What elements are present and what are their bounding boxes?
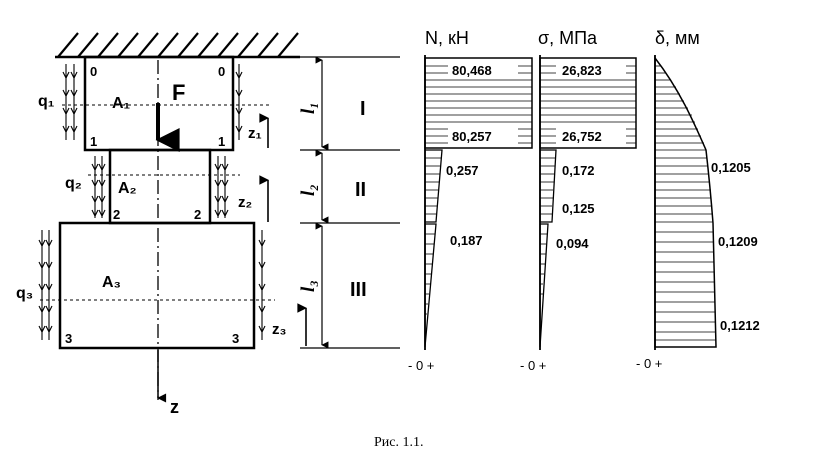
sigma-value-2: 26,752 [562, 129, 602, 144]
segment-3 [58, 221, 256, 350]
fixed-support [55, 32, 300, 59]
z-label-2: z₂ [238, 194, 252, 211]
force-label: F [172, 80, 185, 105]
sigma-value-3: 0,172 [562, 163, 595, 178]
sigma-value-bg-2 [556, 128, 626, 144]
figure-caption: Рис. 1.1. [374, 435, 424, 450]
z-arrows [259, 113, 307, 346]
n-value-bg-2 [448, 128, 518, 144]
length-label-1: l₁ [298, 102, 319, 114]
z-label-1: z₁ [248, 125, 262, 142]
delta-diagram [654, 55, 717, 350]
n-sign-label: - 0 + [408, 358, 434, 373]
load-label-3: q₃ [16, 285, 33, 302]
header-n: N, кН [425, 28, 469, 48]
sigma-value-1: 26,823 [562, 63, 602, 78]
load-label-1: q₁ [38, 93, 55, 110]
n-value-bg-1 [448, 62, 518, 78]
n-value-4: 0,187 [450, 233, 483, 248]
point-label-0-left: 0 [90, 64, 97, 79]
load-arrows-2 [91, 156, 229, 218]
delta-value-3: 0,1212 [720, 318, 760, 333]
n-value-3: 0,257 [446, 163, 479, 178]
sigma-value-4: 0,125 [562, 201, 595, 216]
load-arrows-3 [38, 230, 266, 340]
delta-value-1: 0,1205 [711, 160, 751, 175]
point-label-1-left: 1 [90, 134, 97, 149]
point-label-0-right: 0 [218, 64, 225, 79]
section-label-2: II [355, 179, 366, 201]
sigma-value-5: 0,094 [556, 236, 589, 251]
point-label-3-left: 3 [65, 331, 72, 346]
point-label-2-left: 2 [113, 207, 120, 222]
area-label-1: A₁ [112, 95, 131, 112]
delta-value-2: 0,1209 [718, 234, 758, 249]
mid-lines [40, 104, 275, 301]
delta-sign-label: - 0 + [636, 356, 662, 371]
length-dimensions [300, 56, 400, 349]
n-value-1: 80,468 [452, 63, 492, 78]
section-label-1: I [360, 98, 366, 120]
point-label-3-right: 3 [232, 331, 239, 346]
load-arrows-1 [62, 64, 243, 140]
sigma-sign-label: - 0 + [520, 358, 546, 373]
z-label-3: z₃ [272, 321, 287, 338]
area-label-2: A₂ [118, 180, 137, 197]
z-axis-label: z [170, 397, 179, 417]
load-label-2: q₂ [65, 175, 82, 192]
point-label-2-right: 2 [194, 207, 201, 222]
n-value-2: 80,257 [452, 129, 492, 144]
section-label-3: III [350, 279, 367, 301]
header-delta: δ, мм [655, 28, 700, 48]
n-diagram [424, 55, 533, 350]
length-label-2: l₂ [298, 184, 319, 196]
header-sigma: σ, МПа [538, 28, 598, 48]
length-label-3: l₃ [298, 280, 319, 292]
area-label-3: A₃ [102, 274, 121, 291]
sigma-value-bg-1 [556, 62, 626, 78]
point-label-1-right: 1 [218, 134, 225, 149]
